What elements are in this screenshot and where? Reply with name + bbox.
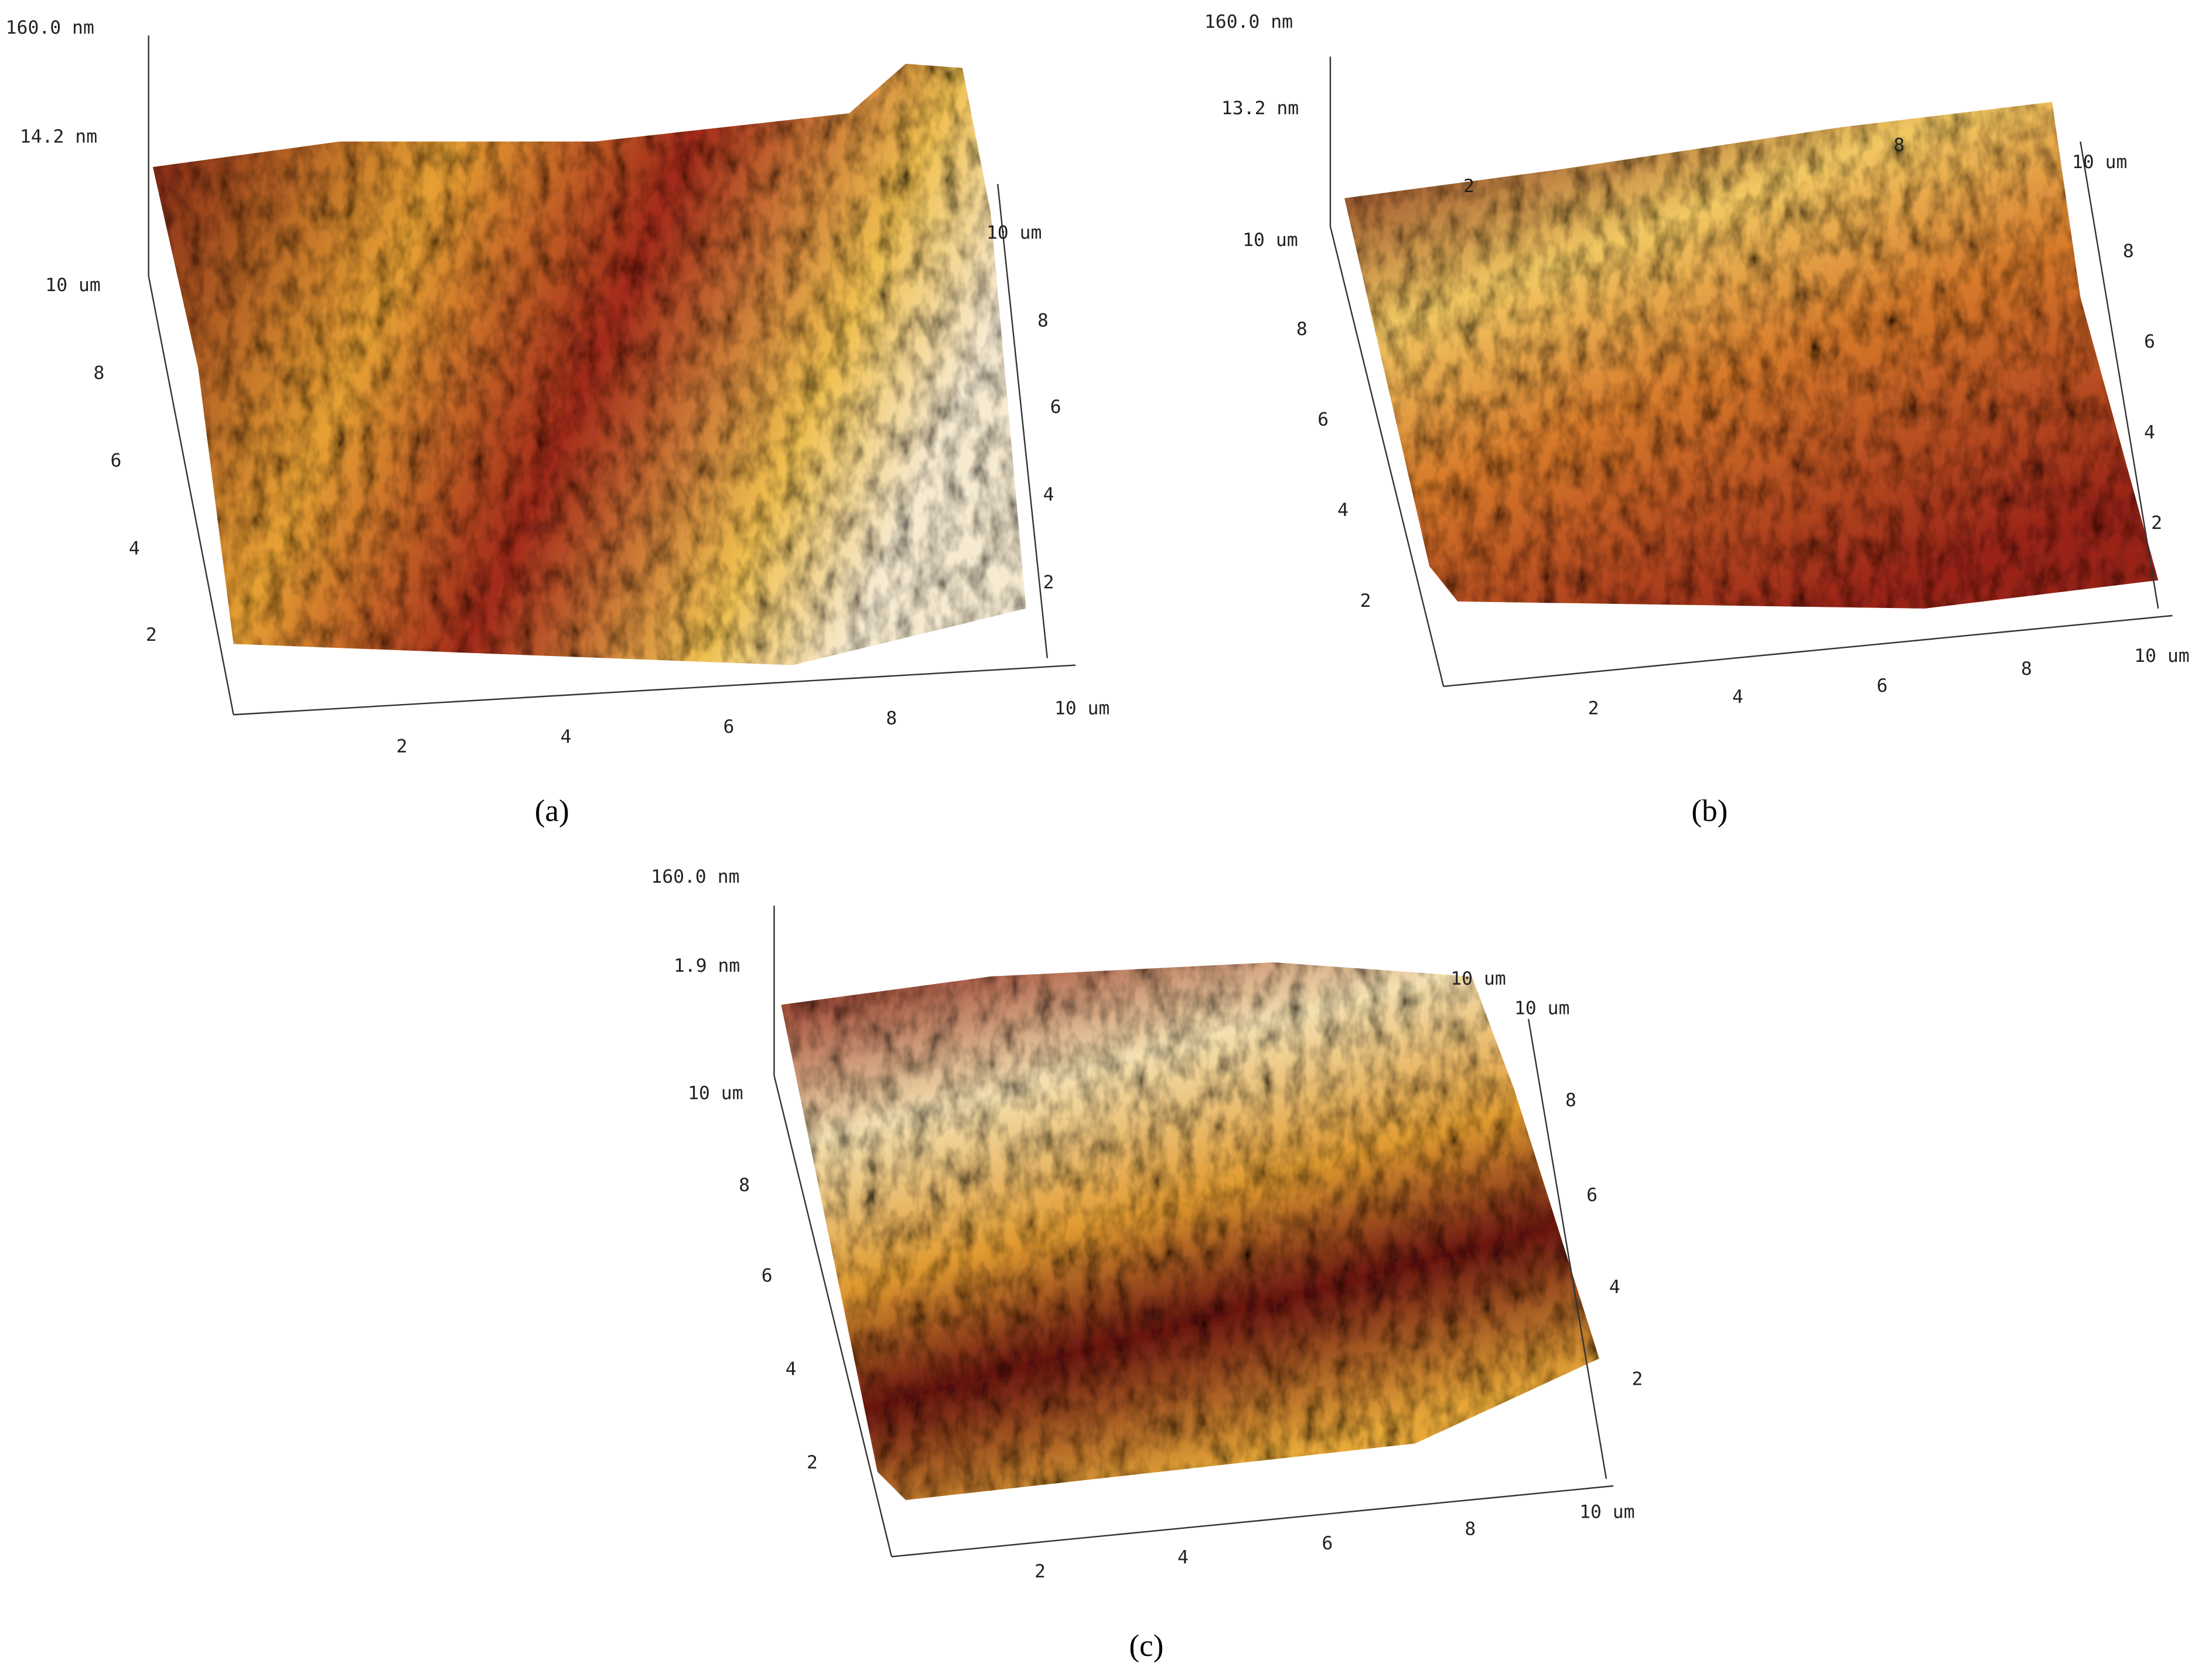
y2-tick-label: 10 um: [1450, 968, 1506, 989]
x-tick-label: 8: [886, 708, 897, 729]
x-tick-label: 10 um: [1579, 1502, 1635, 1523]
axis-line: [773, 1075, 893, 1557]
y2-tick-label: 6: [2144, 332, 2155, 353]
x-tick-label: 10 um: [1054, 698, 1110, 719]
z-axis-label: 160.0 nm: [651, 866, 739, 887]
y-tick-label: 8: [1296, 319, 1308, 340]
surface-image: [1344, 102, 2159, 609]
z-axis-label: 13.2 nm: [1221, 98, 1299, 119]
axis-line: [996, 184, 1048, 658]
back-tick-label: 2: [1463, 176, 1474, 197]
surface-image: [781, 962, 1599, 1500]
z-axis-label: 160.0 nm: [6, 17, 94, 38]
axis-line: [233, 664, 1076, 716]
y-tick-label: 2: [807, 1452, 818, 1473]
x-tick-label: 6: [1322, 1533, 1333, 1554]
axis-line: [1443, 614, 2173, 687]
y2-tick-label: 6: [1586, 1185, 1597, 1206]
back-tick-label: 8: [1893, 135, 1904, 156]
y2-tick-label: 6: [1050, 397, 1061, 418]
y-tick-label: 10 um: [688, 1083, 743, 1104]
y-tick-label: 4: [1337, 500, 1349, 521]
axis-line: [891, 1485, 1614, 1558]
z-axis-label: 160.0 nm: [1204, 12, 1293, 33]
y-tick-label: 2: [146, 624, 157, 645]
y2-tick-label: 2: [1631, 1369, 1643, 1390]
y2-tick-label: 10 um: [2072, 152, 2128, 173]
x-tick-label: 10 um: [2134, 645, 2190, 667]
x-tick-label: 6: [1876, 675, 1887, 696]
y-tick-label: 10 um: [1242, 230, 1298, 251]
panel-caption: (c): [1129, 1629, 1163, 1663]
z-axis-label: 14.2 nm: [20, 126, 97, 147]
y2-tick-label: 10 um: [1514, 998, 1570, 1019]
y2-tick-label: 2: [2151, 513, 2162, 534]
axis-line: [2080, 141, 2159, 609]
y-tick-label: 8: [739, 1175, 750, 1196]
y-tick-label: 10 um: [45, 275, 101, 296]
y-tick-label: 6: [762, 1265, 773, 1286]
surface-image: [152, 63, 1026, 665]
y-tick-label: 4: [129, 538, 140, 559]
y-tick-label: 4: [786, 1359, 797, 1380]
axis-line: [1527, 1019, 1607, 1479]
y-tick-label: 2: [1360, 590, 1371, 612]
y2-tick-label: 10 um: [986, 223, 1042, 244]
x-tick-label: 6: [723, 716, 735, 737]
x-tick-label: 4: [1177, 1547, 1189, 1568]
y2-tick-label: 8: [1565, 1090, 1576, 1111]
z-axis-label: 1.9 nm: [674, 955, 740, 976]
y2-tick-label: 4: [2144, 422, 2155, 443]
x-tick-label: 8: [2021, 658, 2032, 679]
x-tick-label: 4: [561, 726, 572, 747]
y2-tick-label: 4: [1043, 484, 1054, 506]
x-tick-label: 4: [1732, 686, 1743, 708]
panel-caption: (a): [535, 794, 569, 828]
y-tick-label: 8: [93, 363, 104, 384]
panel-caption: (b): [1691, 794, 1728, 828]
x-tick-label: 8: [1465, 1519, 1476, 1540]
x-tick-label: 2: [396, 736, 407, 757]
axis-line: [148, 275, 234, 715]
y-tick-label: 6: [110, 450, 121, 472]
x-tick-label: 2: [1588, 698, 1599, 719]
y2-tick-label: 8: [2123, 241, 2134, 262]
x-tick-label: 2: [1035, 1561, 1046, 1582]
axis-line: [1329, 226, 1445, 687]
y-tick-label: 6: [1317, 409, 1329, 431]
y2-tick-label: 8: [1037, 310, 1049, 332]
y2-tick-label: 2: [1043, 572, 1054, 593]
y2-tick-label: 4: [1609, 1277, 1620, 1298]
